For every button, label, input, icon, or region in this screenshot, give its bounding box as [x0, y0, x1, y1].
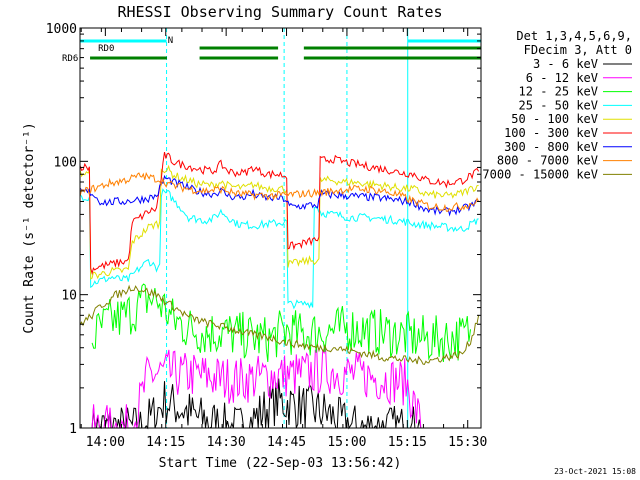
series-line-8	[79, 284, 480, 365]
legend-label-5: 100 - 300 keV	[504, 126, 598, 140]
x-tick-label-1: 14:15	[146, 435, 185, 450]
x-tick-label-2: 14:30	[207, 435, 246, 450]
flag-label-rd6: RD6	[62, 54, 78, 64]
legend-header-line-2: FDecim 3, Att 0	[524, 43, 632, 57]
series-line-3	[79, 188, 479, 310]
legend-label-3: 25 - 50 keV	[519, 98, 598, 112]
x-tick-label-5: 15:15	[388, 435, 427, 450]
y-tick-label-1: 10	[61, 289, 77, 304]
x-tick-label-6: 15:30	[448, 435, 487, 450]
series-line-0	[91, 378, 423, 430]
legend-label-1: 6 - 12 keV	[526, 71, 598, 85]
series-line-1	[91, 348, 423, 430]
x-tick-label-4: 15:00	[327, 435, 366, 450]
flag-label-rd0: RD0	[98, 44, 114, 54]
series-line-7	[79, 171, 480, 212]
x-tick-label-3: 14:45	[267, 435, 306, 450]
legend-header-line-1: Det 1,3,4,5,6,9,	[516, 29, 632, 43]
legend-label-7: 800 - 7000 keV	[497, 154, 598, 168]
series-line-4	[79, 164, 479, 280]
x-axis-label: Start Time (22-Sep-03 13:56:42)	[159, 456, 402, 471]
y-tick-label-3: 1000	[46, 22, 77, 37]
chart-title: RHESSI Observing Summary Count Rates	[117, 3, 442, 21]
observing-flags: N RD0 RD6	[62, 36, 481, 64]
series-layer	[79, 151, 480, 430]
series-line-2	[91, 283, 471, 363]
legend-label-0: 3 - 6 keV	[533, 57, 598, 71]
flag-label-n: N	[168, 36, 173, 46]
y-tick-label-0: 1	[69, 422, 77, 437]
legend-label-2: 12 - 25 keV	[519, 85, 598, 99]
series-line-6	[79, 174, 480, 217]
plot-frame	[79, 27, 482, 429]
y-axis-label: Count Rate (s⁻¹ detector⁻¹)	[22, 122, 37, 333]
y-tick-label-2: 100	[54, 155, 77, 170]
legend: Det 1,3,4,5,6,9, FDecim 3, Att 0 3 - 6 k…	[482, 29, 632, 181]
legend-label-6: 300 - 800 keV	[504, 140, 598, 154]
legend-label-4: 50 - 100 keV	[511, 112, 598, 126]
legend-label-8: 7000 - 15000 keV	[482, 167, 598, 181]
series-line-5	[79, 151, 480, 276]
axes: 1 10 100 1000 14:00 14:15 14:30 14:45 15:00 15:15…	[46, 22, 488, 450]
x-tick-label-0: 14:00	[86, 435, 125, 450]
generated-timestamp: 23-Oct-2021 15:08	[554, 467, 636, 476]
